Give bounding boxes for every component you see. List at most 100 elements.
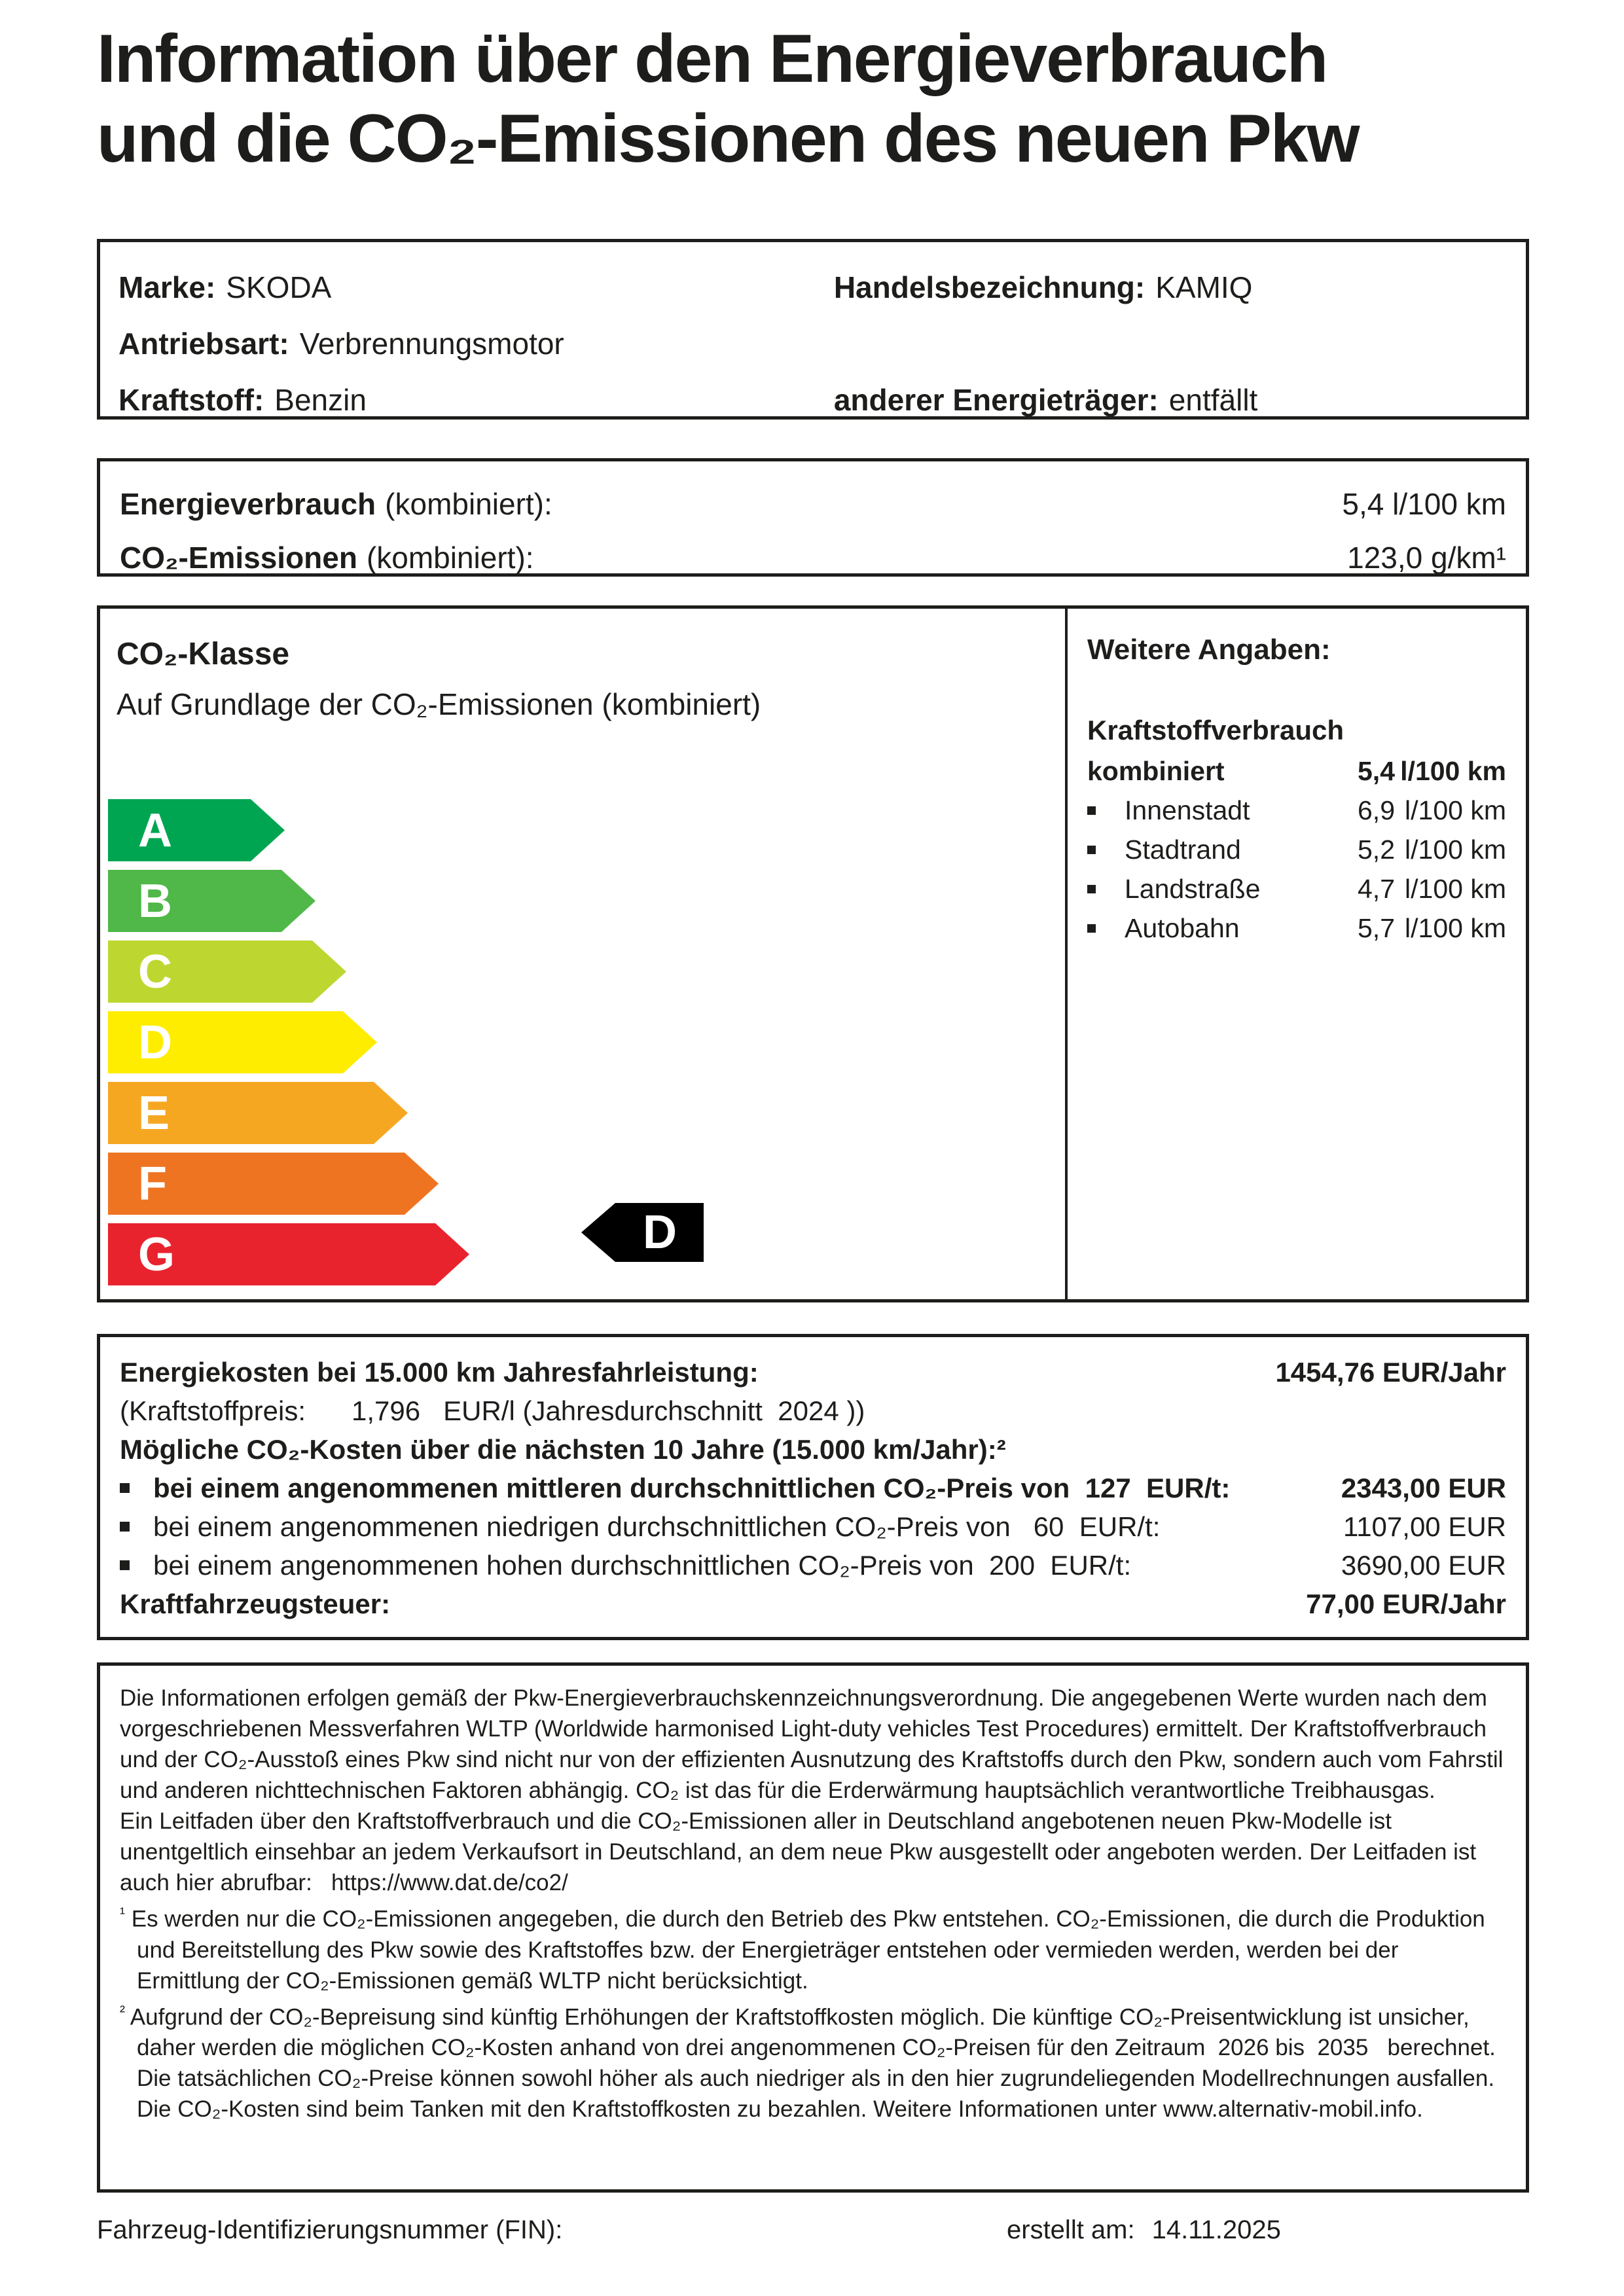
fuel-consumption-label: Innenstadt bbox=[1125, 795, 1250, 825]
co2-class-letter-c: C bbox=[138, 945, 172, 998]
co2-class-arrow-e: E bbox=[108, 1082, 408, 1144]
energy-consumption-qualifier: (kombiniert): bbox=[385, 487, 552, 521]
page-title: Information über den Energieverbrauch un… bbox=[97, 20, 1537, 179]
co2-class-scale-panel: CO₂-Klasse Auf Grundlage der CO₂-Emissio… bbox=[100, 609, 1065, 1299]
co2-emissions-qualifier: (kombiniert): bbox=[366, 541, 534, 575]
co2-cost-high-row: bei einem angenommenen hohen durchschnit… bbox=[120, 1546, 1506, 1585]
co2-emissions-row: CO₂-Emissionen (kombiniert): 123,0 g/km¹ bbox=[120, 531, 1506, 584]
co2-class-letter-b: B bbox=[138, 874, 172, 927]
created-at-label: erstellt am: bbox=[1007, 2215, 1135, 2244]
legal-paragraph-wltp: Die Informationen erfolgen gemäß der Pkw… bbox=[120, 1685, 1510, 1803]
fuel-consumption-unit: l/100 km bbox=[1400, 756, 1506, 786]
fuel-label: Kraftstoff: bbox=[118, 383, 264, 417]
co2-emissions-value: 123,0 g/km¹ bbox=[1347, 541, 1506, 575]
bullet-square-icon bbox=[1087, 806, 1096, 815]
drivetrain-row: Antriebsart: Verbrennungsmotor bbox=[118, 315, 834, 372]
trade-name-row: Handelsbezeichnung: KAMIQ bbox=[834, 259, 1507, 315]
co2-class-arrow-a: A bbox=[108, 799, 285, 861]
fuel-row: Kraftstoff: Benzin bbox=[118, 372, 834, 428]
co2-class-subtitle: Auf Grundlage der CO₂-Emissionen (kombin… bbox=[117, 687, 761, 721]
co2-class-arrow-f: F bbox=[108, 1153, 439, 1215]
co2-class-box: CO₂-Klasse Auf Grundlage der CO₂-Emissio… bbox=[97, 605, 1529, 1302]
vehicle-tax-label: Kraftfahrzeugsteuer: bbox=[120, 1588, 391, 1619]
energy-costs-label: Energiekosten bei 15.000 km Jahresfahrle… bbox=[120, 1357, 759, 1388]
page-title-line2: und die CO₂-Emissionen des neuen Pkw bbox=[97, 100, 1360, 177]
energy-costs-row: Energiekosten bei 15.000 km Jahresfahrle… bbox=[120, 1353, 1506, 1391]
bullet-square-icon bbox=[1087, 884, 1096, 893]
trade-name-label: Handelsbezeichnung: bbox=[833, 270, 1146, 304]
brand-row: Marke: SKODA bbox=[118, 259, 834, 315]
vehicle-tax-row: Kraftfahrzeugsteuer: 77,00 EUR/Jahr bbox=[120, 1585, 1506, 1623]
fuel-consumption-value: 5,2 bbox=[1358, 834, 1395, 865]
co2-cost-low-text: bei einem angenommenen niedrigen durchsc… bbox=[153, 1511, 1161, 1542]
footnote-1-marker: ¹ bbox=[120, 1905, 125, 1922]
fuel-consumption-unit: l/100 km bbox=[1405, 874, 1506, 904]
empty-cell bbox=[834, 315, 1507, 372]
drivetrain-label: Antriebsart: bbox=[118, 327, 289, 361]
energy-costs-box: Energiekosten bei 15.000 km Jahresfahrle… bbox=[97, 1334, 1529, 1640]
footnote-2-text: Aufgrund der CO₂-Bepreisung sind künftig… bbox=[130, 2004, 1502, 2123]
bullet-square-icon bbox=[1087, 845, 1096, 854]
co2-class-arrow-c: C bbox=[108, 941, 346, 1003]
fuel-consumption-label: kombiniert bbox=[1087, 756, 1225, 786]
legal-footnote-1: ¹ Es werden nur die CO₂-Emissionen angeg… bbox=[120, 1898, 1506, 1996]
fuel-consumption-row-city: Innenstadt 6,9 l/100 km bbox=[1087, 791, 1506, 830]
legal-footnote-2: ² Aufgrund der CO₂-Bepreisung sind künft… bbox=[120, 1996, 1506, 2125]
co2-cost-low-row: bei einem angenommenen niedrigen durchsc… bbox=[120, 1507, 1506, 1546]
co2-class-letter-f: F bbox=[138, 1157, 167, 1210]
fuel-consumption-row-combined: kombiniert 5,4 l/100 km bbox=[1087, 751, 1506, 791]
co2-class-scale: A B C D E F G D bbox=[108, 799, 1024, 1297]
co2-class-arrow-d: D bbox=[108, 1011, 377, 1073]
co2-cost-medium-text: bei einem angenommenen mittleren durchsc… bbox=[153, 1473, 1231, 1503]
other-energy-row: anderer Energieträger: entfällt bbox=[834, 372, 1507, 428]
fuel-consumption-value: 5,4 bbox=[1358, 756, 1395, 786]
vehicle-tax-value: 77,00 EUR/Jahr bbox=[1306, 1588, 1506, 1619]
fuel-consumption-value: 5,7 bbox=[1358, 913, 1395, 943]
fuel-consumption-label: Landstraße bbox=[1125, 874, 1261, 904]
co2-class-letter-e: E bbox=[138, 1086, 170, 1139]
fuel-consumption-unit: l/100 km bbox=[1405, 913, 1506, 943]
vehicle-info-grid: Marke: SKODA Handelsbezeichnung: KAMIQ Ant… bbox=[118, 259, 1507, 428]
brand-label: Marke: bbox=[118, 270, 216, 304]
created-at-value: 14.11.2025 bbox=[1151, 2215, 1281, 2244]
co2-cost-low-value: 1107,00 EUR bbox=[1343, 1511, 1506, 1542]
fuel-value: Benzin bbox=[274, 383, 367, 417]
fuel-consumption-value: 6,9 bbox=[1358, 795, 1395, 825]
co2-class-arrow-g: G bbox=[108, 1223, 469, 1285]
further-details-heading: Weitere Angaben: bbox=[1087, 634, 1331, 666]
co2-class-arrow-b: B bbox=[108, 870, 316, 932]
fuel-consumption-value: 4,7 bbox=[1358, 874, 1395, 904]
co2-emissions-label: CO₂-Emissionen bbox=[120, 541, 357, 575]
fuel-consumption-label: Stadtrand bbox=[1125, 834, 1241, 865]
co2-class-letter-d: D bbox=[138, 1016, 172, 1069]
co2-class-heading: CO₂-Klasse bbox=[117, 637, 290, 672]
footnote-2-marker: ² bbox=[120, 2002, 125, 2020]
legal-paragraph-guide: Ein Leitfaden über den Kraftstoffverbrau… bbox=[120, 1808, 1483, 1895]
further-details-panel: Weitere Angaben: Kraftstoffverbrauch kom… bbox=[1065, 609, 1526, 1299]
page-title-line1: Information über den Energieverbrauch bbox=[97, 21, 1328, 97]
drivetrain-value: Verbrennungsmotor bbox=[299, 327, 564, 361]
co2-cost-high-text: bei einem angenommenen hohen durchschnit… bbox=[153, 1550, 1132, 1581]
energy-consumption-row: Energieverbrauch (kombiniert): 5,4 l/100… bbox=[120, 477, 1506, 531]
co2-class-letter-a: A bbox=[138, 804, 172, 857]
bullet-square-icon bbox=[120, 1560, 130, 1570]
trade-name-value: KAMIQ bbox=[1155, 270, 1253, 304]
energy-consumption-value: 5,4 l/100 km bbox=[1342, 487, 1506, 521]
energy-consumption-label: Energieverbrauch bbox=[120, 487, 376, 521]
co2-cost-medium-row: bei einem angenommenen mittleren durchsc… bbox=[120, 1469, 1506, 1507]
fuel-consumption-row-highway: Autobahn 5,7 l/100 km bbox=[1087, 908, 1506, 948]
co2-class-indicator-letter: D bbox=[643, 1206, 677, 1259]
footer: Fahrzeug-Identifizierungsnummer (FIN): e… bbox=[97, 2215, 1529, 2245]
bullet-square-icon bbox=[1087, 924, 1096, 933]
co2-class-indicator-arrow: D bbox=[581, 1203, 704, 1262]
fuel-consumption-unit: l/100 km bbox=[1405, 834, 1506, 865]
co2-cost-high-value: 3690,00 EUR bbox=[1341, 1550, 1506, 1581]
bullet-square-icon bbox=[120, 1522, 130, 1532]
brand-value: SKODA bbox=[226, 270, 332, 304]
fuel-consumption-label: Autobahn bbox=[1125, 913, 1240, 943]
consumption-box: Energieverbrauch (kombiniert): 5,4 l/100… bbox=[97, 458, 1529, 577]
footnote-1-text: Es werden nur die CO₂-Emissionen angegeb… bbox=[131, 1906, 1492, 1994]
fuel-consumption-row-suburban: Stadtrand 5,2 l/100 km bbox=[1087, 830, 1506, 869]
other-energy-value: entfällt bbox=[1168, 383, 1258, 417]
